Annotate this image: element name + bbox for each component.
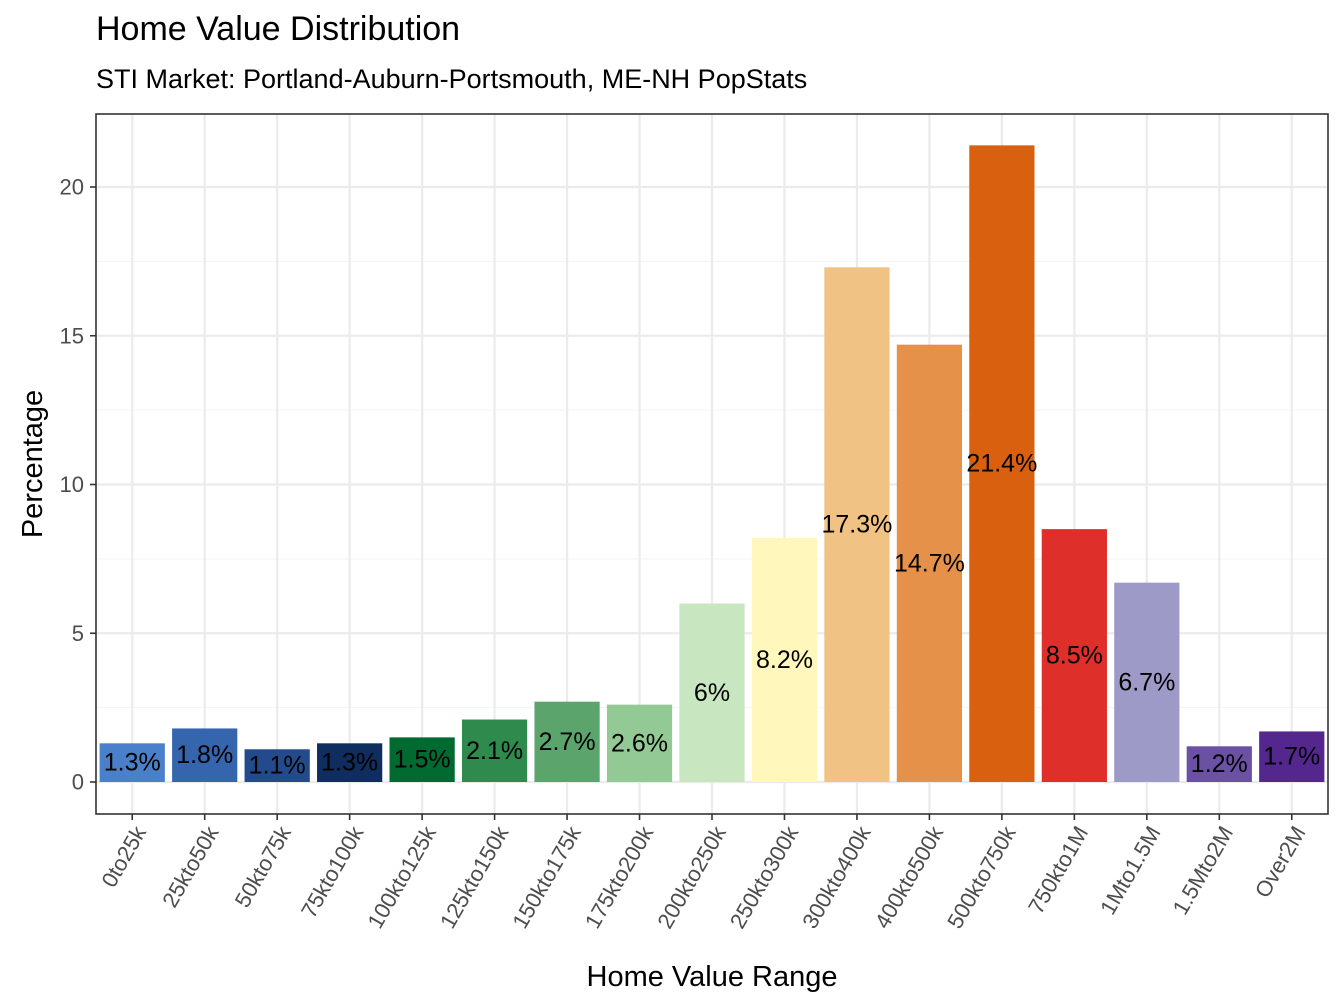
bar-label: 6% xyxy=(694,679,730,707)
bar-400kto500k xyxy=(896,344,963,782)
bar-Over2M xyxy=(1259,731,1325,782)
x-tick-label: 50kto75k xyxy=(230,821,297,912)
x-tick-label: 750kto1M xyxy=(1023,822,1093,918)
x-tick-label: 0to25k xyxy=(96,821,151,892)
bar-200kto250k xyxy=(679,603,745,782)
y-tick-label: 5 xyxy=(72,621,84,646)
bar-125kto150k xyxy=(461,719,528,782)
bar-label: 6.7% xyxy=(1118,668,1175,696)
bar-labels: 1.3% 1.8% 1.1% 1.3% 1.5% 2.1% 2.7% 2.6% 6% 8.2% 17… xyxy=(104,450,1321,780)
y-axis-title: Percentage xyxy=(17,390,49,538)
x-tick-label: 125kto150k xyxy=(435,821,514,933)
bar-label: 14.7% xyxy=(894,549,965,577)
x-tick-label: 300kto400k xyxy=(797,821,876,933)
x-tick-label: 200kto250k xyxy=(652,821,731,933)
bar-1.5Mto2M xyxy=(1186,746,1252,782)
bar-750kto1M xyxy=(1041,529,1107,782)
y-tick-label: 0 xyxy=(72,770,84,795)
y-tick-label: 10 xyxy=(60,472,84,497)
bar-500kto750k xyxy=(969,145,1035,783)
bar-label: 2.7% xyxy=(539,728,596,756)
x-tick-label: 500kto750k xyxy=(942,821,1021,933)
bar-1Mto1.5M xyxy=(1114,582,1180,782)
bar-label: 2.1% xyxy=(466,737,523,765)
bar-label: 8.2% xyxy=(756,646,813,674)
bar-label: 1.5% xyxy=(394,746,451,774)
x-tick-label: 1Mto1.5M xyxy=(1095,822,1166,919)
x-axis-ticks: 0to25k 25kto50k 50kto75k 75kto100k100kto125… xyxy=(96,814,1311,933)
bar-label: 8.5% xyxy=(1046,642,1103,670)
bar-label: 1.8% xyxy=(176,741,233,769)
x-tick-label: 100kto125k xyxy=(362,821,441,933)
y-tick-label: 20 xyxy=(60,175,84,200)
bar-75kto100k xyxy=(317,743,383,782)
y-tick-label: 15 xyxy=(60,323,84,348)
x-tick-label: 25kto50k xyxy=(157,821,224,912)
bar-label: 21.4% xyxy=(966,450,1037,478)
bar-label: 1.7% xyxy=(1263,743,1320,771)
bar-100kto125k xyxy=(389,737,455,782)
bar-label: 1.3% xyxy=(321,749,378,777)
bars xyxy=(99,145,1325,783)
chart-title: Home Value Distribution xyxy=(96,10,461,48)
bar-50kto75k xyxy=(244,749,310,782)
bar-label: 17.3% xyxy=(821,511,892,539)
bar-25kto50k xyxy=(172,728,238,782)
bar-175kto200k xyxy=(606,704,673,782)
y-axis-ticks: 0 5 10 15 20 xyxy=(60,175,96,795)
x-tick-label: 250kto300k xyxy=(725,821,804,933)
bar-label: 1.3% xyxy=(104,749,161,777)
x-tick-label: 175kto200k xyxy=(580,821,659,933)
x-tick-label: 400kto500k xyxy=(870,821,949,933)
x-axis-title: Home Value Range xyxy=(587,961,838,993)
bar-300kto400k xyxy=(824,267,890,782)
bar-label: 1.2% xyxy=(1191,750,1248,778)
bar-label: 1.1% xyxy=(249,752,306,780)
x-tick-label: 150kto175k xyxy=(507,821,586,933)
bar-250kto300k xyxy=(751,538,818,782)
x-tick-label: 1.5Mto2M xyxy=(1168,822,1239,919)
x-tick-label: 75kto100k xyxy=(296,821,369,922)
bar-0to25k xyxy=(99,743,165,782)
bar-150kto175k xyxy=(534,701,600,782)
x-tick-label: Over2M xyxy=(1250,822,1311,902)
chart-subtitle: STI Market: Portland-Auburn-Portsmouth, … xyxy=(96,64,808,94)
bar-label: 2.6% xyxy=(611,729,668,757)
